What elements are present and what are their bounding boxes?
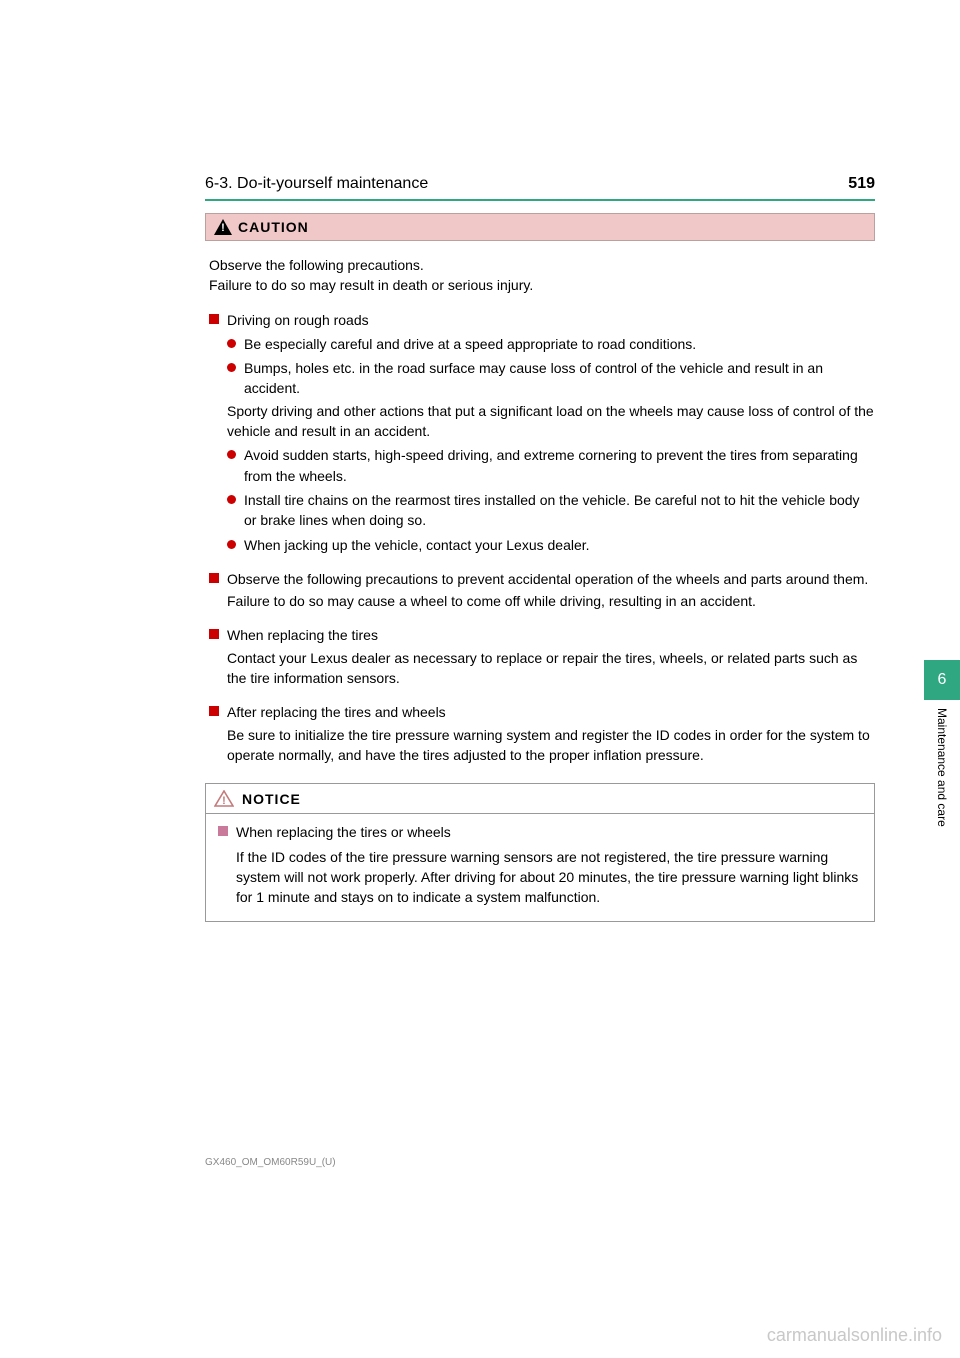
bullet-item: Be especially careful and drive at a spe… xyxy=(209,334,875,354)
bullet-icon xyxy=(227,540,236,549)
notice-label: NOTICE xyxy=(242,791,301,807)
section-title: After replacing the tires and wheels xyxy=(227,702,875,722)
bullet-icon xyxy=(227,450,236,459)
section-title: Driving on rough roads xyxy=(227,310,875,330)
bullet-item: Bumps, holes etc. in the road surface ma… xyxy=(209,358,875,399)
section-heading: After replacing the tires and wheels xyxy=(209,702,875,722)
bullet-text: When jacking up the vehicle, contact you… xyxy=(244,535,875,555)
caution-header-bar: CAUTION xyxy=(205,213,875,241)
bullet-icon xyxy=(227,363,236,372)
notice-box: ! NOTICE When replacing the tires or whe… xyxy=(205,783,875,922)
caution-content: Observe the following precautions. Failu… xyxy=(205,255,875,765)
section-marker-icon xyxy=(209,706,219,716)
page-number: 519 xyxy=(848,175,875,193)
section-title: When replacing the tires xyxy=(227,625,875,645)
notice-marker-icon xyxy=(218,826,228,836)
bullet-item: Avoid sudden starts, high-speed driving,… xyxy=(209,445,875,486)
notice-section-title: When replacing the tires or wheels xyxy=(236,822,451,842)
bullet-item: When jacking up the vehicle, contact you… xyxy=(209,535,875,555)
section-path: 6-3. Do-it-yourself maintenance xyxy=(205,175,428,193)
bullet-text: Install tire chains on the rearmost tire… xyxy=(244,490,875,531)
bullet-text: Avoid sudden starts, high-speed driving,… xyxy=(244,445,875,486)
section-marker-icon xyxy=(209,314,219,324)
section-body: Failure to do so may cause a wheel to co… xyxy=(209,591,875,611)
bullet-text: Bumps, holes etc. in the road surface ma… xyxy=(244,358,875,399)
manual-page: 6-3. Do-it-yourself maintenance 519 CAUT… xyxy=(0,0,960,922)
notice-body: When replacing the tires or wheels If th… xyxy=(206,814,874,921)
bullet-icon xyxy=(227,339,236,348)
section-title: Observe the following precautions to pre… xyxy=(227,569,875,589)
notice-header: ! NOTICE xyxy=(206,784,874,814)
section-body: Contact your Lexus dealer as necessary t… xyxy=(209,648,875,689)
section-body: Be sure to initialize the tire pressure … xyxy=(209,725,875,766)
section-heading: Driving on rough roads xyxy=(209,310,875,330)
page-header: 6-3. Do-it-yourself maintenance 519 xyxy=(205,175,875,193)
header-rule xyxy=(205,199,875,201)
watermark: carmanualsonline.info xyxy=(767,1325,942,1346)
chapter-tab: 6 xyxy=(924,660,960,700)
bullet-icon xyxy=(227,495,236,504)
section-heading: When replacing the tires xyxy=(209,625,875,645)
section-marker-icon xyxy=(209,629,219,639)
bullet-text: Be especially careful and drive at a spe… xyxy=(244,334,875,354)
footer-code: GX460_OM_OM60R59U_(U) xyxy=(205,1157,336,1168)
notice-section: When replacing the tires or wheels xyxy=(218,822,862,842)
caution-label: CAUTION xyxy=(238,219,309,235)
bullet-extra: Sporty driving and other actions that pu… xyxy=(209,401,875,442)
section-marker-icon xyxy=(209,573,219,583)
bullet-item: Install tire chains on the rearmost tire… xyxy=(209,490,875,531)
svg-text:!: ! xyxy=(222,795,226,807)
caution-lead: Observe the following precautions. Failu… xyxy=(209,255,875,296)
notice-text: If the ID codes of the tire pressure war… xyxy=(218,847,862,908)
notice-warning-icon: ! xyxy=(214,790,234,807)
section-heading: Observe the following precautions to pre… xyxy=(209,569,875,589)
warning-icon xyxy=(214,219,232,235)
chapter-label: Maintenance and care xyxy=(924,700,960,900)
chapter-number: 6 xyxy=(938,671,947,689)
